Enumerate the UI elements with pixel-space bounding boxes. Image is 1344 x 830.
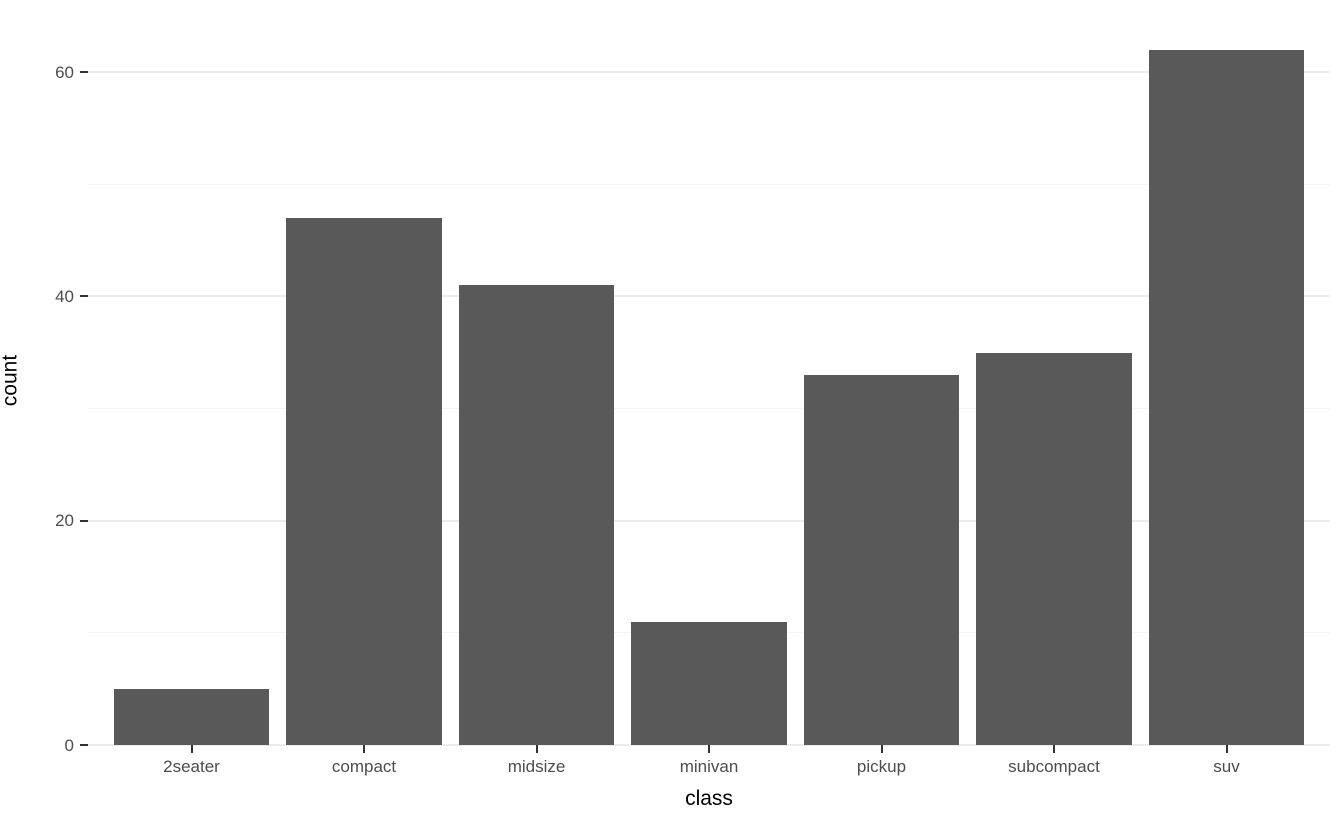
x-tick-mark-pickup xyxy=(880,745,883,753)
x-axis-title: class xyxy=(685,787,733,810)
x-tick-label-2seater: 2seater xyxy=(163,757,220,776)
x-tick-label-subcompact: subcompact xyxy=(1008,757,1100,776)
bar-2seater xyxy=(113,688,270,745)
bar-midsize xyxy=(458,285,615,745)
bar-subcompact xyxy=(976,352,1132,745)
x-tick-mark-2seater xyxy=(190,745,193,753)
x-tick-mark-minivan xyxy=(708,745,710,753)
x-tick-mark-midsize xyxy=(535,745,538,753)
x-tick-mark-suv xyxy=(1225,745,1228,753)
y-tick-mark-20 xyxy=(80,519,88,522)
x-tick-mark-subcompact xyxy=(1053,745,1055,753)
y-tick-mark-40 xyxy=(80,295,88,298)
y-axis-title: count xyxy=(0,354,22,407)
bar-suv xyxy=(1148,49,1305,745)
gridline-minor-50 xyxy=(88,183,1330,185)
y-tick-label-60: 60 xyxy=(55,62,74,82)
y-tick-label-40: 40 xyxy=(55,286,74,306)
y-tick-mark-0 xyxy=(80,744,88,746)
gridline-major-60 xyxy=(88,71,1330,74)
y-tick-label-0: 0 xyxy=(64,735,74,755)
plot-panel xyxy=(88,15,1330,746)
x-tick-label-minivan: minivan xyxy=(679,757,739,776)
x-tick-label-compact: compact xyxy=(331,757,397,776)
y-tick-mark-60 xyxy=(80,71,88,74)
x-tick-label-midsize: midsize xyxy=(507,757,566,776)
y-tick-label-20: 20 xyxy=(55,511,74,531)
x-tick-mark-compact xyxy=(363,745,365,753)
gridline-major-20 xyxy=(88,519,1330,522)
bar-minivan xyxy=(631,621,787,745)
x-tick-label-pickup: pickup xyxy=(856,757,907,776)
bar-pickup xyxy=(803,374,960,745)
gridline-major-40 xyxy=(88,295,1330,298)
bar-compact xyxy=(286,217,442,745)
gridline-minor-30 xyxy=(88,408,1330,410)
x-tick-label-suv: suv xyxy=(1213,757,1240,776)
